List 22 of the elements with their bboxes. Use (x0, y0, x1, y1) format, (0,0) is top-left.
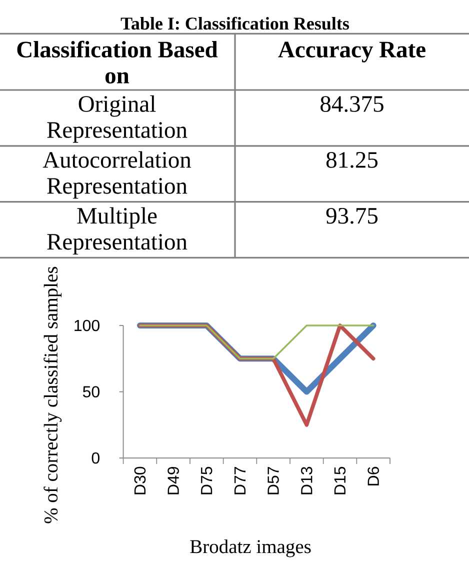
data-label: 81.25 (326, 152, 378, 168)
y-axis-title: % of correctly classified samples (44, 266, 62, 524)
y-tick-label: 50 (82, 386, 100, 398)
x-axis-title: Brodatz images (190, 539, 311, 558)
x-tick-label: D49 (168, 466, 179, 494)
text: Accuracy Rate (278, 42, 426, 62)
category-label: Multiple Representation (47, 207, 188, 255)
x-tick-label: D13 (300, 466, 312, 494)
x-tick-label: D30 (134, 466, 146, 494)
text: Classification Based on (17, 40, 218, 84)
y-tick-label: 0 (92, 452, 100, 464)
data-label: 93.75 (326, 208, 378, 224)
category-label: Autocorrelation Representation (42, 151, 192, 199)
x-tick-label: D57 (268, 467, 279, 494)
x-tick-label: D77 (234, 467, 246, 494)
x-tick-label: D6 (368, 466, 379, 486)
x-tick-label: D75 (201, 466, 212, 494)
category-label: Original Representation (47, 95, 188, 143)
x-tick-label: D15 (334, 466, 346, 494)
y-tick-label: 100 (74, 320, 100, 332)
data-label: 84.375 (320, 96, 384, 112)
text: Table I: Classification Results (120, 16, 349, 30)
